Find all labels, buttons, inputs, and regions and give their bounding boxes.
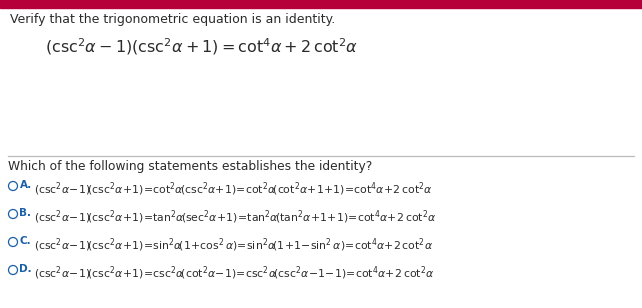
Text: $\left(\mathrm{csc}^{2}\alpha\!-\!1\right)\!\left(\mathrm{csc}^{2}\alpha\!+\!1\r: $\left(\mathrm{csc}^{2}\alpha\!-\!1\righ…: [34, 264, 434, 282]
Text: D.: D.: [19, 264, 32, 274]
Text: $\left(\mathrm{csc}^{2}\alpha-1\right)\left(\mathrm{csc}^{2}\alpha+1\right)= \ma: $\left(\mathrm{csc}^{2}\alpha-1\right)\l…: [45, 36, 358, 57]
Bar: [0, 0, 642, 8]
Text: B.: B.: [19, 208, 31, 218]
Text: $\left(\mathrm{csc}^{2}\alpha\!-\!1\right)\!\left(\mathrm{csc}^{2}\alpha\!+\!1\r: $\left(\mathrm{csc}^{2}\alpha\!-\!1\righ…: [34, 208, 437, 225]
Text: $\left(\mathrm{csc}^{2}\alpha\!-\!1\right)\!\left(\mathrm{csc}^{2}\alpha\!+\!1\r: $\left(\mathrm{csc}^{2}\alpha\!-\!1\righ…: [34, 180, 433, 198]
Text: $\left(\mathrm{csc}^{2}\alpha\!-\!1\right)\!\left(\mathrm{csc}^{2}\alpha\!+\!1\r: $\left(\mathrm{csc}^{2}\alpha\!-\!1\righ…: [34, 236, 433, 253]
Text: A.: A.: [19, 180, 31, 190]
Text: C.: C.: [19, 236, 31, 246]
Text: Verify that the trigonometric equation is an identity.: Verify that the trigonometric equation i…: [10, 13, 335, 26]
Text: Which of the following statements establishes the identity?: Which of the following statements establ…: [8, 160, 372, 173]
